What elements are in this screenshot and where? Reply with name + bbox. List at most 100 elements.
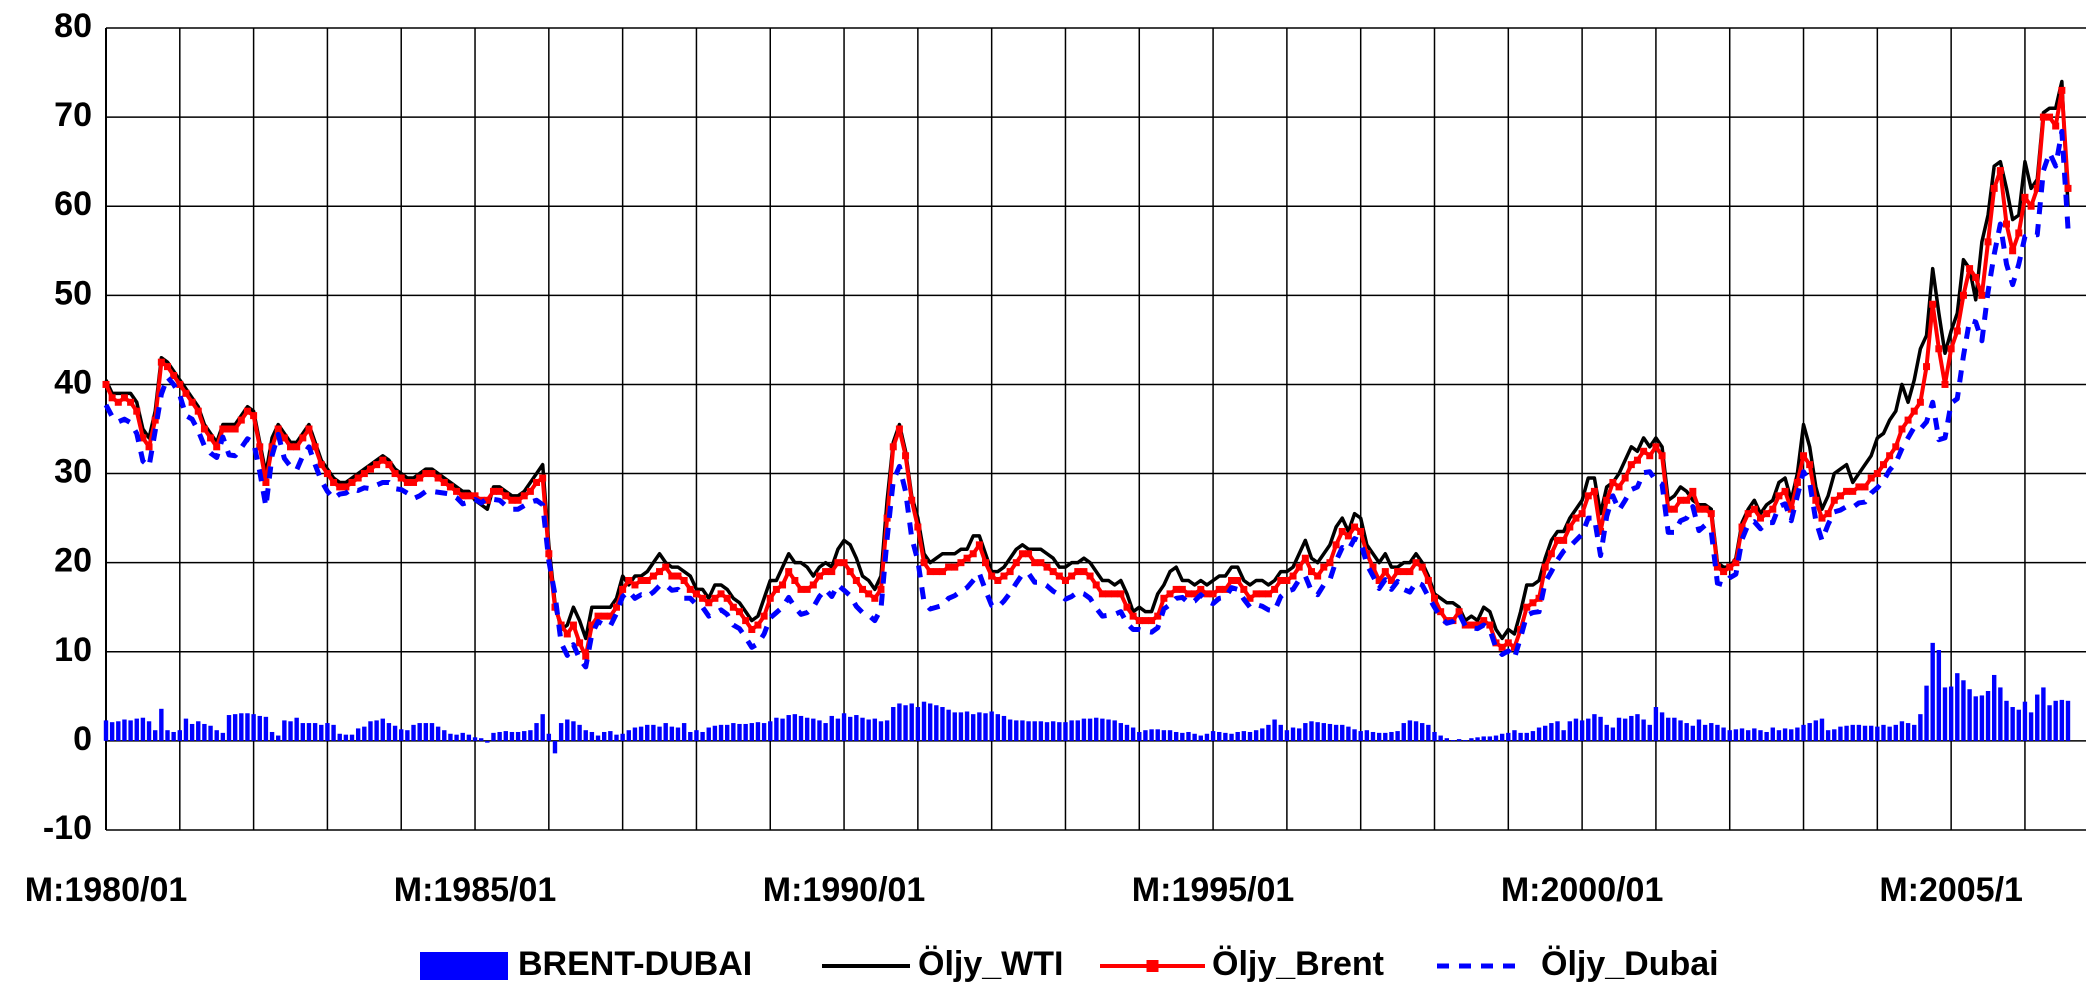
bar <box>681 723 687 741</box>
bar <box>1850 724 1855 741</box>
point-marker <box>1037 559 1045 567</box>
point-marker <box>120 394 128 402</box>
legend-label: Öljy_Dubai <box>1541 945 1719 983</box>
bar <box>1032 721 1037 741</box>
point-marker <box>422 470 430 478</box>
bar <box>1764 731 1769 741</box>
point-marker <box>1307 568 1315 576</box>
point-marker <box>1560 536 1568 544</box>
bar <box>429 723 435 741</box>
bar <box>1155 729 1160 741</box>
bar <box>276 735 281 741</box>
point-marker <box>1455 608 1463 616</box>
bar <box>491 732 496 741</box>
y-tick-label: 50 <box>54 274 92 312</box>
bar <box>1561 730 1566 741</box>
point-marker <box>1357 527 1365 535</box>
point-marker <box>871 594 879 602</box>
bar <box>897 703 902 741</box>
point-marker <box>182 389 190 397</box>
bar <box>971 714 976 741</box>
bar <box>1672 717 1677 741</box>
bar <box>220 732 226 741</box>
bar <box>1518 732 1523 741</box>
bar <box>159 708 164 741</box>
bar <box>817 720 822 741</box>
bar <box>1303 723 1308 741</box>
point-marker <box>742 617 750 625</box>
point-marker <box>1633 456 1641 464</box>
point-marker <box>1086 572 1094 580</box>
bar <box>1352 729 1357 741</box>
point-marker <box>1843 487 1851 495</box>
point-marker <box>1387 576 1395 584</box>
point-marker <box>127 398 135 406</box>
point-marker <box>213 443 221 451</box>
point-marker <box>729 603 737 611</box>
bar <box>1044 722 1050 741</box>
x-tick-label: M:2000/01 <box>1501 871 1664 909</box>
y-tick-label: 10 <box>54 631 92 669</box>
point-marker <box>514 496 522 504</box>
point-marker <box>779 581 787 589</box>
bar <box>319 724 324 741</box>
bar <box>1309 721 1314 741</box>
point-marker <box>1849 487 1857 495</box>
point-marker <box>317 461 325 469</box>
bar <box>1143 730 1148 741</box>
bar <box>1161 730 1167 741</box>
bar <box>891 707 896 741</box>
point-marker <box>539 474 547 482</box>
y-tick-label: 0 <box>73 720 92 758</box>
bar <box>1622 718 1628 741</box>
bar <box>1475 737 1480 741</box>
point-marker <box>1800 452 1808 460</box>
bar <box>1229 733 1234 741</box>
point-marker <box>1578 510 1586 518</box>
point-marker <box>699 594 707 602</box>
point-marker <box>920 559 928 567</box>
bar <box>1210 731 1216 741</box>
point-marker <box>606 612 614 620</box>
x-tick-label: M:2005/1 <box>1879 871 2023 909</box>
bar <box>435 726 441 741</box>
x-tick-label: M:1995/01 <box>1132 871 1295 909</box>
bar <box>1991 674 1997 741</box>
point-marker <box>1406 568 1414 576</box>
point-marker <box>945 563 953 571</box>
point-marker <box>594 612 602 620</box>
bar <box>448 733 453 741</box>
point-marker <box>545 550 553 558</box>
bar <box>712 725 718 741</box>
bar <box>165 730 170 741</box>
bar <box>1696 719 1702 741</box>
point-marker <box>815 572 823 580</box>
bar <box>1684 723 1689 741</box>
bar <box>1260 728 1265 741</box>
bar <box>399 729 404 741</box>
point-marker <box>926 568 934 576</box>
point-marker <box>1277 576 1285 584</box>
bar <box>786 715 791 741</box>
bar <box>768 721 773 741</box>
point-marker <box>397 474 405 482</box>
bar <box>540 714 545 741</box>
point-marker <box>114 398 122 406</box>
bar <box>1899 721 1905 741</box>
bar <box>626 730 631 741</box>
point-marker <box>1375 576 1383 584</box>
point-marker <box>809 581 817 589</box>
bar <box>1432 731 1437 741</box>
bar <box>737 723 742 741</box>
point-marker <box>299 434 307 442</box>
bar <box>1635 714 1640 741</box>
point-marker <box>612 603 620 611</box>
bar <box>706 727 711 741</box>
point-marker <box>1117 590 1125 598</box>
bar <box>1001 715 1007 741</box>
bar <box>934 705 939 741</box>
bar <box>749 723 754 741</box>
bar <box>1487 736 1493 741</box>
point-marker <box>256 443 264 451</box>
bar <box>964 711 970 741</box>
